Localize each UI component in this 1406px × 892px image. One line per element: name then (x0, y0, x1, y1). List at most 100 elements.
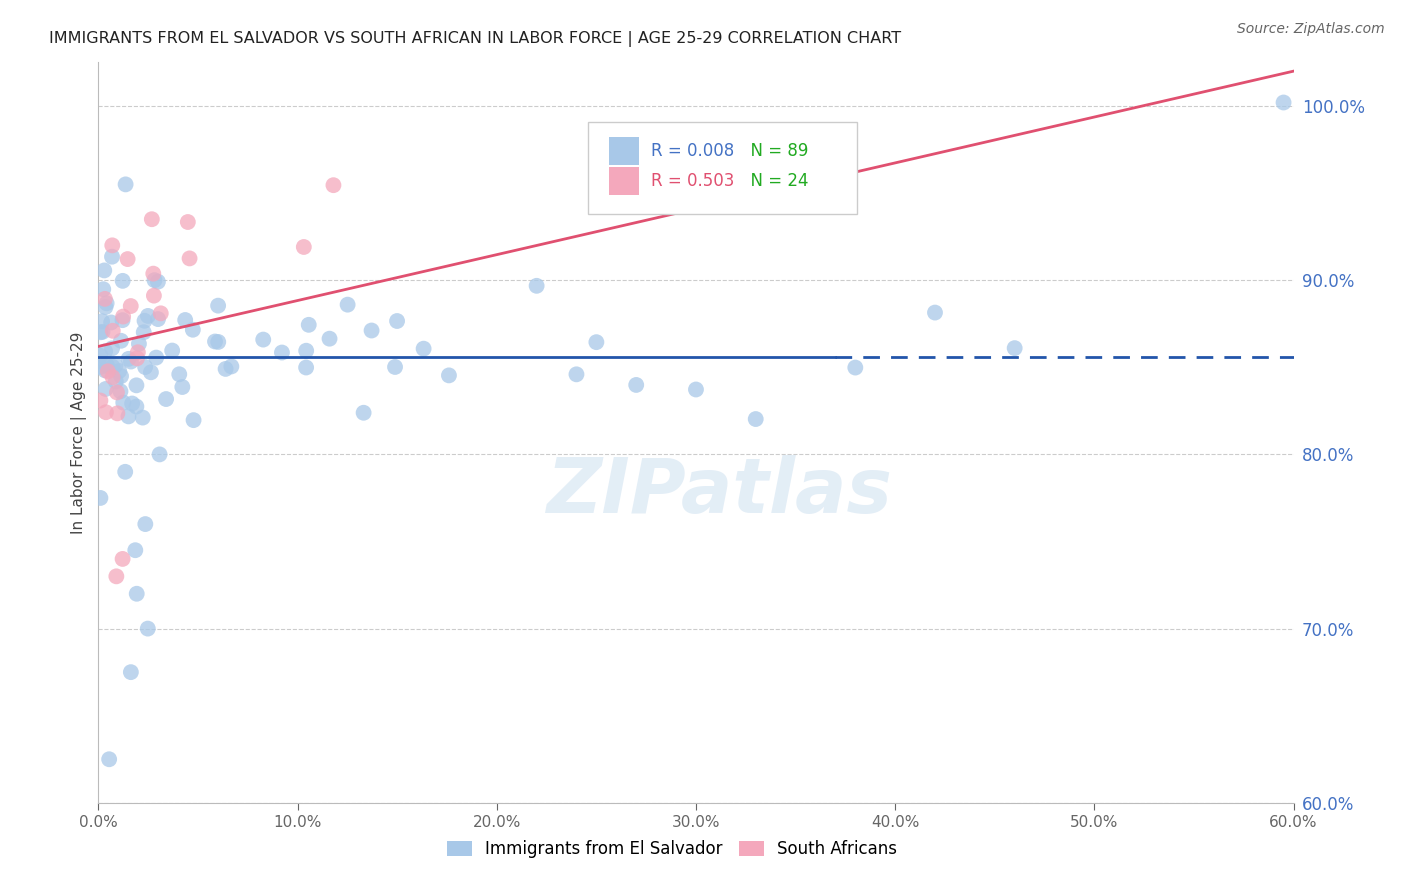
Point (148, 447, 170, 461)
Point (160, 343, 183, 358)
Point (132, 325, 155, 339)
Point (125, 400, 148, 414)
Point (181, 323, 204, 337)
Text: N = 24: N = 24 (740, 172, 808, 190)
Point (117, 351, 139, 366)
Point (101, 250, 124, 264)
Point (139, 365, 162, 379)
Text: ZIPatlas: ZIPatlas (547, 455, 893, 529)
Point (94, 344, 117, 359)
Point (89, 393, 111, 408)
Point (295, 343, 318, 358)
Point (120, 354, 142, 368)
Point (172, 380, 194, 394)
Point (292, 240, 315, 254)
Point (96, 359, 118, 374)
Point (111, 552, 134, 566)
Text: IMMIGRANTS FROM EL SALVADOR VS SOUTH AFRICAN IN LABOR FORCE | AGE 25-29 CORRELAT: IMMIGRANTS FROM EL SALVADOR VS SOUTH AFR… (49, 31, 901, 47)
Point (136, 309, 159, 323)
Point (336, 298, 359, 312)
Point (89, 359, 111, 374)
Point (685, 383, 707, 397)
Point (89, 326, 111, 340)
Point (97, 364, 120, 378)
Point (844, 360, 866, 375)
Point (585, 335, 607, 350)
Y-axis label: In Labor Force | Age 25-29: In Labor Force | Age 25-29 (72, 332, 87, 533)
Point (105, 385, 128, 400)
Point (179, 252, 201, 266)
Point (412, 342, 434, 356)
Point (155, 392, 177, 406)
Point (134, 314, 156, 328)
Point (114, 178, 136, 192)
Point (214, 362, 236, 376)
Point (385, 314, 408, 328)
Point (136, 622, 159, 636)
Point (94, 382, 117, 396)
Point (110, 369, 132, 384)
Point (93, 263, 115, 277)
Point (104, 359, 127, 373)
Point (142, 267, 165, 281)
Point (295, 360, 318, 375)
Point (110, 384, 132, 399)
Point (124, 543, 146, 558)
Text: Source: ZipAtlas.com: Source: ZipAtlas.com (1237, 22, 1385, 37)
Point (117, 252, 139, 266)
Point (167, 368, 190, 382)
Point (143, 273, 166, 287)
Point (924, 305, 946, 319)
Point (101, 370, 124, 384)
Point (125, 351, 148, 366)
FancyBboxPatch shape (609, 167, 638, 195)
Point (101, 238, 124, 252)
Point (149, 306, 172, 320)
Point (125, 587, 148, 601)
Point (221, 359, 243, 374)
Point (384, 359, 406, 374)
Point (94, 300, 117, 314)
Point (207, 334, 229, 349)
Point (437, 368, 460, 383)
Point (134, 517, 156, 532)
FancyBboxPatch shape (589, 121, 858, 214)
Point (112, 395, 135, 409)
Point (134, 359, 156, 374)
Point (89, 491, 111, 505)
Point (104, 375, 127, 389)
Point (626, 378, 648, 392)
Legend: Immigrants from El Salvador, South Africans: Immigrants from El Salvador, South Afric… (440, 833, 904, 865)
Point (207, 299, 229, 313)
Point (145, 351, 167, 365)
Point (108, 364, 131, 378)
Point (101, 342, 124, 356)
Point (121, 396, 143, 410)
Point (565, 368, 588, 382)
Point (204, 334, 226, 349)
Point (120, 665, 142, 680)
Point (101, 359, 124, 374)
Point (94, 363, 117, 377)
Point (526, 278, 548, 293)
Point (94, 405, 117, 419)
Text: N = 89: N = 89 (740, 143, 808, 161)
Point (177, 215, 200, 229)
Point (174, 313, 197, 327)
Point (117, 409, 139, 424)
Point (127, 345, 149, 359)
Point (745, 412, 768, 426)
FancyBboxPatch shape (609, 137, 638, 165)
Point (91, 282, 114, 296)
Point (318, 332, 340, 346)
Point (142, 288, 165, 302)
Point (1004, 341, 1026, 355)
Point (91, 325, 114, 339)
Point (141, 212, 163, 227)
Point (120, 299, 142, 313)
Point (125, 378, 148, 392)
Point (100, 316, 122, 330)
Text: R = 0.008: R = 0.008 (651, 143, 734, 161)
Point (1272, 95, 1295, 110)
Point (98, 752, 121, 766)
